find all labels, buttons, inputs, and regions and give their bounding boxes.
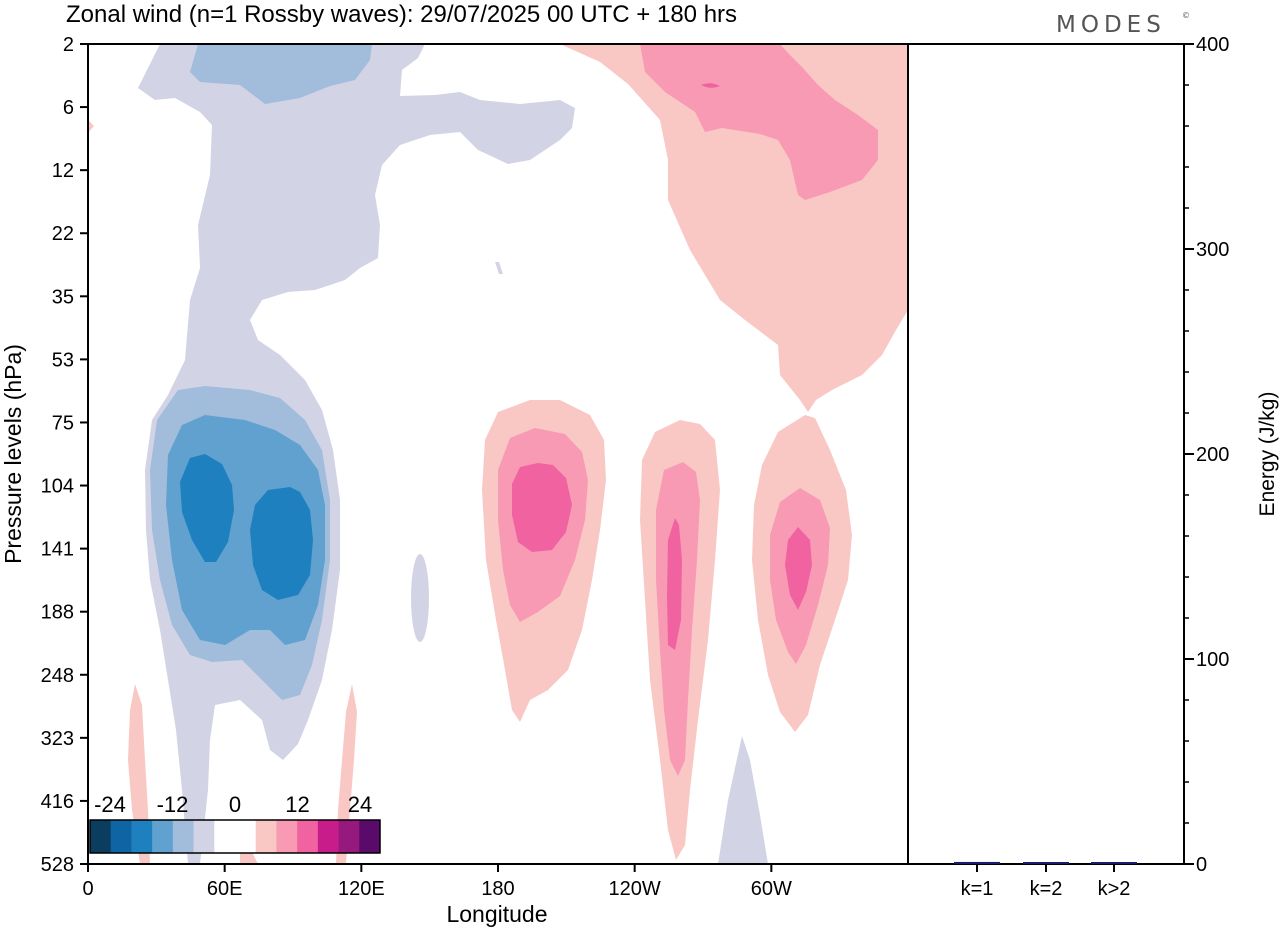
x-tick-label: 60W [751, 878, 792, 900]
colorbar-swatch [110, 820, 132, 853]
brand-mark: © [1182, 11, 1195, 20]
contour-negative-medium-upper [190, 44, 372, 104]
colorbar-swatch [317, 820, 340, 853]
energy-tick-label: 0 [1196, 854, 1207, 876]
colorbar-swatch [193, 820, 215, 853]
y-tick-label: 104 [41, 476, 74, 498]
y-tick-label: 53 [52, 349, 74, 371]
contour-positive-upper-medium [640, 44, 878, 200]
x-tick-label: 120W [609, 878, 661, 900]
y-tick-label: 35 [52, 286, 74, 308]
contour-negative-tail [718, 736, 768, 864]
contour-positive-filament-east [336, 684, 357, 864]
x-tick-label: 180 [481, 878, 514, 900]
x-tick-label: 120E [338, 878, 385, 900]
contour-negative-core-west [180, 454, 234, 562]
contour-positive-130w-core [667, 518, 682, 650]
energy-tick-label: 100 [1196, 649, 1229, 671]
colorbar-label: -12 [157, 792, 189, 817]
y-tick-label: 528 [41, 854, 74, 876]
colorbar-label: 24 [348, 792, 372, 817]
colorbar-swatch [90, 820, 112, 853]
y-tick-label: 141 [41, 539, 74, 561]
colorbar: -24 -12 0 12 24 [89, 792, 381, 854]
y-tick-label: 12 [52, 160, 74, 182]
y-tick-label: 6 [63, 97, 74, 119]
colorbar-swatch [338, 820, 360, 853]
colorbar-label: 0 [229, 792, 241, 817]
contour-positive-65w-core [785, 527, 812, 610]
energy-bar [1091, 862, 1137, 864]
contour-negative-fleck [495, 262, 503, 274]
energy-category-label: k=2 [1030, 878, 1063, 900]
colorbar-swatch [172, 820, 195, 853]
energy-panel: 0 100 200 300 400 k=1 k=2 k>2 [907, 34, 1229, 900]
contour-positive-180-core [512, 463, 572, 552]
y-tick-label: 323 [41, 728, 74, 750]
contour-positive-filament-west [128, 684, 150, 864]
energy-bar [954, 861, 1000, 864]
brand-logo: MODES [1056, 12, 1166, 38]
y-axis-label: Pressure levels (hPa) [0, 344, 26, 564]
colorbar-swatch [276, 820, 298, 853]
colorbar-swatch [131, 820, 153, 853]
colorbar-label: 12 [285, 792, 309, 817]
contour-field [88, 44, 908, 864]
y-axis: 2 6 12 22 35 53 75 104 141 188 248 323 416 528 [41, 34, 88, 876]
energy-tick-label: 200 [1196, 444, 1229, 466]
y-tick-label: 188 [41, 602, 74, 624]
colorbar-frame [89, 819, 381, 854]
energy-bar [1023, 862, 1069, 864]
colorbar-swatch [297, 820, 319, 853]
contour-positive-blip [88, 120, 94, 133]
chart-title: Zonal wind (n=1 Rossby waves): 29/07/202… [66, 1, 737, 28]
colorbar-swatch [235, 820, 257, 853]
y-tick-label: 248 [41, 665, 74, 687]
y-tick-label: 416 [41, 791, 74, 813]
colorbar-swatch [359, 820, 381, 853]
y-tick-label: 75 [52, 412, 74, 434]
energy-tick-label: 300 [1196, 239, 1229, 261]
energy-category-label: k=1 [961, 878, 994, 900]
colorbar-swatch [214, 820, 236, 853]
energy-axis-label: Energy (J/kg) [1256, 392, 1279, 517]
x-tick-label: 0 [82, 878, 93, 900]
colorbar-label: -24 [94, 792, 126, 817]
x-axis: 0 60E 120E 180 120W 60W [82, 864, 792, 900]
contour-negative-core-east [250, 487, 313, 600]
contour-negative-lobe [411, 554, 429, 642]
y-tick-label: 22 [52, 223, 74, 245]
energy-category-label: k>2 [1098, 878, 1131, 900]
y-tick-label: 2 [63, 34, 74, 56]
x-tick-label: 60E [207, 878, 243, 900]
contour-positive-upper-dot [701, 83, 720, 88]
colorbar-swatch [152, 820, 174, 853]
colorbar-swatch [255, 820, 277, 853]
energy-plot-frame [907, 43, 1185, 865]
x-axis-label: Longitude [446, 901, 547, 927]
energy-tick-label: 400 [1196, 34, 1229, 56]
